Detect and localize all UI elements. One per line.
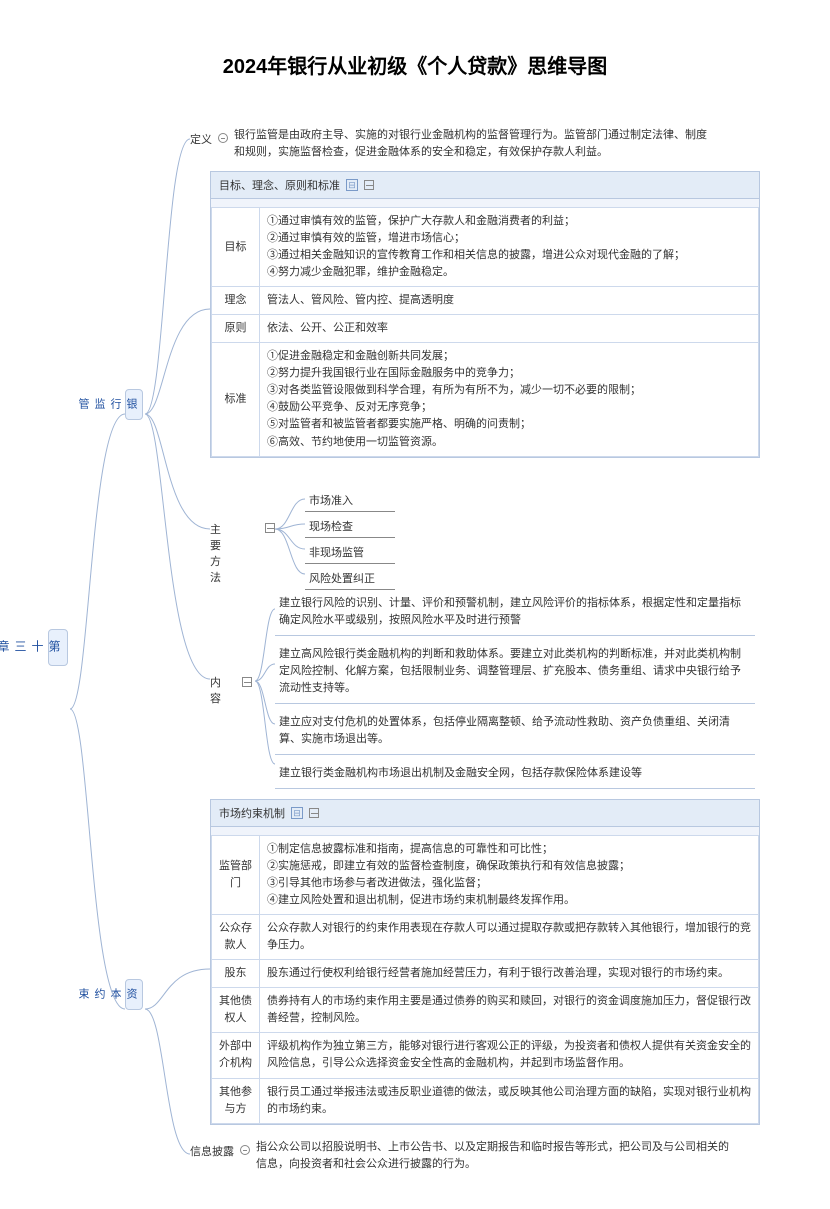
m-label: 其他参与方 — [212, 1078, 260, 1123]
methods-items: 市场准入 现场检查 非现场监管 风险处置纠正 — [305, 489, 395, 593]
goal-text: ①通过审慎有效的监管，保护广大存款人和金融消费者的利益； ②通过审慎有效的监管，… — [260, 208, 759, 287]
content-items: 建立银行风险的识别、计量、评价和预警机制，建立风险评价的指标体系，根据定性和定量… — [275, 589, 755, 793]
concept-label: 理念 — [212, 287, 260, 315]
definition-text: 银行监管是由政府主导、实施的对银行业金融机构的监督管理行为。监管部门通过制定法律… — [234, 127, 714, 160]
market-header: 市场约束机制 ⊟ — [211, 800, 759, 827]
content-item: 建立高风险银行类金融机构的判断和救助体系。要建立对此类机构的判断标准，并对此类机… — [275, 640, 755, 704]
minus-icon — [240, 1145, 250, 1155]
content-item: 建立银行类金融机构市场退出机制及金融安全网，包括存款保险体系建设等 — [275, 759, 755, 789]
m-label: 监管部门 — [212, 836, 260, 915]
disclosure-label: 信息披露 — [190, 1139, 234, 1159]
content-item: 建立银行风险的识别、计量、评价和预警机制，建立风险评价的指标体系，根据定性和定量… — [275, 589, 755, 636]
method-item: 市场准入 — [305, 489, 395, 512]
m-text: 债券持有人的市场约束作用主要是通过债券的购买和赎回，对银行的资金调度施加压力，督… — [260, 988, 759, 1033]
collapse-icon[interactable]: ⊟ — [291, 807, 303, 819]
market-section: 市场约束机制 ⊟ 监管部门 ①制定信息披露标准和指南，提高信息的可靠性和可比性；… — [210, 799, 760, 1125]
goals-section: 目标、理念、原则和标准 ⊟ 目标 ①通过审慎有效的监管，保护广大存款人和金融消费… — [210, 171, 760, 458]
branch-capital: 资本约束 — [125, 979, 143, 1010]
market-header-text: 市场约束机制 — [219, 805, 285, 821]
collapse-icon[interactable]: ⊟ — [346, 179, 358, 191]
standard-text: ①促进金融稳定和金融创新共同发展； ②努力提升我国银行业在国际金融服务中的竞争力… — [260, 343, 759, 456]
minus-icon[interactable] — [309, 808, 319, 818]
m-text: ①制定信息披露标准和指南，提高信息的可靠性和可比性； ②实施惩戒，即建立有效的监… — [260, 836, 759, 915]
minus-icon — [218, 133, 228, 143]
methods-label: 主要方法 — [210, 521, 221, 585]
goals-header-text: 目标、理念、原则和标准 — [219, 177, 340, 193]
m-text: 评级机构作为独立第三方，能够对银行进行客观公正的评级，为投资者和债权人提供有关资… — [260, 1033, 759, 1078]
standard-label: 标准 — [212, 343, 260, 456]
definition-label: 定义 — [190, 127, 212, 147]
goal-label: 目标 — [212, 208, 260, 287]
definition-row: 定义 银行监管是由政府主导、实施的对银行业金融机构的监督管理行为。监管部门通过制… — [190, 127, 714, 160]
m-label: 股东 — [212, 960, 260, 988]
minus-icon — [265, 523, 275, 533]
minus-icon — [242, 677, 252, 687]
goals-table: 目标 ①通过审慎有效的监管，保护广大存款人和金融消费者的利益； ②通过审慎有效的… — [211, 207, 759, 457]
method-item: 非现场监管 — [305, 541, 395, 564]
page-title: 2024年银行从业初级《个人贷款》思维导图 — [0, 0, 830, 109]
goals-header: 目标、理念、原则和标准 ⊟ — [211, 172, 759, 199]
content-label: 内容 — [210, 674, 221, 706]
method-item: 风险处置纠正 — [305, 567, 395, 590]
minus-icon[interactable] — [364, 180, 374, 190]
disclosure-row: 信息披露 指公众公司以招股说明书、上市公告书、以及定期报告和临时报告等形式，把公… — [190, 1139, 736, 1172]
m-label: 外部中介机构 — [212, 1033, 260, 1078]
m-text: 股东通过行使权利给银行经营者施加经营压力，有利于银行改善治理，实现对银行的市场约… — [260, 960, 759, 988]
disclosure-text: 指公众公司以招股说明书、上市公告书、以及定期报告和临时报告等形式，把公司及与公司… — [256, 1139, 736, 1172]
root-node: 第十三章银行监管与资本约束 — [48, 629, 68, 666]
m-text: 公众存款人对银行的约束作用表现在存款人可以通过提取存款或把存款转入其他银行，增加… — [260, 915, 759, 960]
content-item: 建立应对支付危机的处置体系，包括停业隔离整顿、给予流动性救助、资产负债重组、关闭… — [275, 708, 755, 755]
principle-label: 原则 — [212, 315, 260, 343]
m-label: 公众存款人 — [212, 915, 260, 960]
branch-supervision: 银行监管 — [125, 389, 143, 420]
m-text: 银行员工通过举报违法或违反职业道德的做法，或反映其他公司治理方面的缺陷，实现对银… — [260, 1078, 759, 1123]
concept-text: 管法人、管风险、管内控、提高透明度 — [260, 287, 759, 315]
m-label: 其他债权人 — [212, 988, 260, 1033]
principle-text: 依法、公开、公正和效率 — [260, 315, 759, 343]
market-table: 监管部门 ①制定信息披露标准和指南，提高信息的可靠性和可比性； ②实施惩戒，即建… — [211, 835, 759, 1124]
method-item: 现场检查 — [305, 515, 395, 538]
